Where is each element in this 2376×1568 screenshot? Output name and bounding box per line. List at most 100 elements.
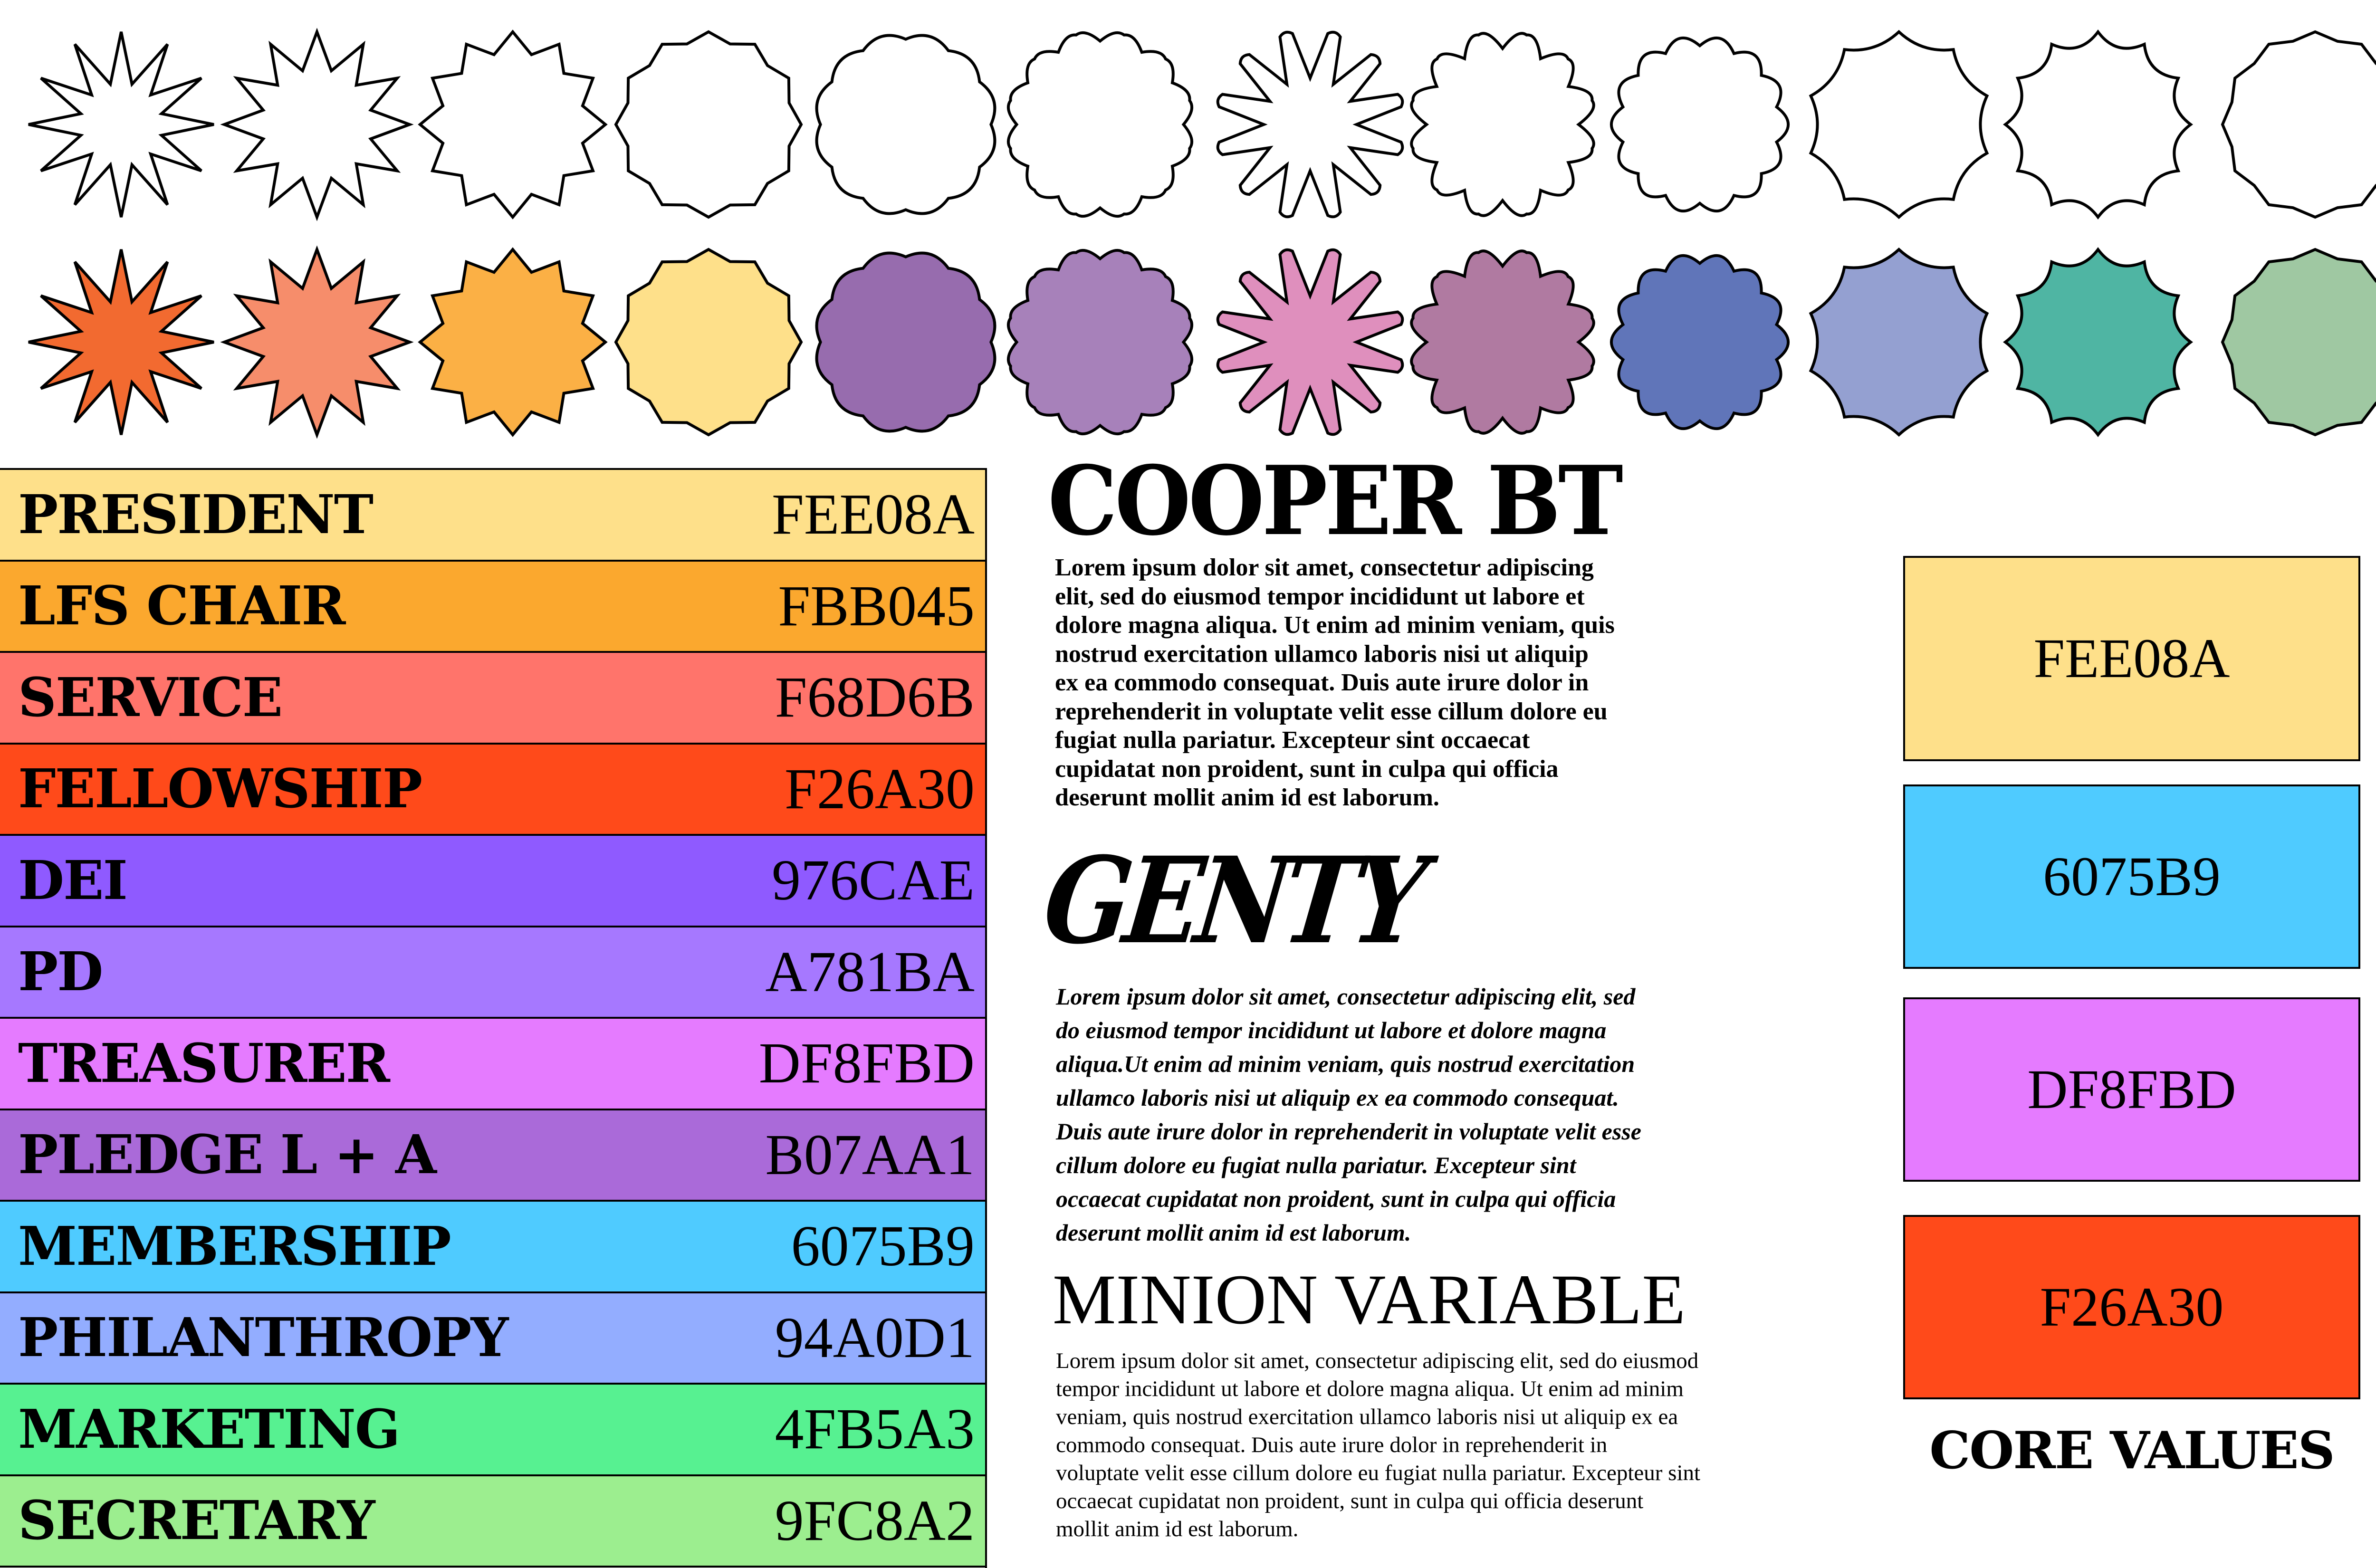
role-row: MARKETING 4FB5A3 [0, 1385, 985, 1476]
role-label: PHILANTHROPY [18, 1307, 508, 1369]
role-hex: 94A0D1 [775, 1305, 975, 1370]
text-line: veniam, quis nostrud exercitation ullamc… [1056, 1405, 1678, 1429]
scallop-12-outline-shape [815, 34, 996, 215]
text-line: dolore magna aliqua. Ut enim ad minim ve… [1055, 612, 1615, 639]
concave-scallop-10-outline-shape [1809, 29, 1989, 220]
burst-12-sharp-outline-shape [28, 31, 214, 218]
text-line: tempor incididunt ut labore et dolore ma… [1056, 1377, 1684, 1401]
cloud-14-outline-shape [1610, 37, 1790, 212]
text-line: nostrud exercitation ullamco laboris nis… [1055, 640, 1589, 668]
text-line: deserunt mollit anim id est laborum. [1055, 784, 1439, 811]
role-hex: F68D6B [775, 665, 975, 730]
core-value-swatch: DF8FBD [1903, 997, 2360, 1182]
text-line: deserunt mollit anim id est laborum. [1056, 1219, 1411, 1246]
role-hex: FEE08A [772, 482, 975, 547]
text-line: elit, sed do eiusmod tempor incididunt u… [1055, 583, 1585, 610]
text-line: aliqua.Ut enim ad minim veniam, quis nos… [1056, 1051, 1635, 1077]
role-color-table: PRESIDENT FEE08A LFS CHAIR FBB045 SERVICE F68… [0, 468, 987, 1568]
role-label: LFS CHAIR [18, 575, 345, 638]
burst-12-filled-shape [220, 245, 414, 439]
minion-sample-text: Lorem ipsum dolor sit amet, consectetur … [1056, 1347, 1700, 1543]
text-line: occaecat cupidatat non proident, sunt in… [1056, 1186, 1616, 1212]
burst-12-sharp-filled-shape [28, 249, 214, 435]
role-hex: A781BA [765, 939, 975, 1004]
role-row: SERVICE F68D6B [0, 653, 985, 745]
text-line: occaecat cupidatat non proident, sunt in… [1056, 1489, 1644, 1513]
role-hex: 4FB5A3 [775, 1397, 975, 1462]
shape-swatches [28, 28, 2376, 439]
concave-spike-12-outline-shape [2002, 29, 2194, 220]
concave-spike-12-filled-shape [2002, 247, 2194, 438]
dodecagon-badge-outline-shape [2221, 30, 2376, 219]
role-label: PRESIDENT [18, 483, 374, 546]
wavy-12-outline-shape [1006, 31, 1194, 218]
text-line: commodo consequat. Duis aute irure dolor… [1056, 1433, 1608, 1457]
role-row: MEMBERSHIP 6075B9 [0, 1202, 985, 1293]
swatch-hex: FEE08A [2033, 627, 2230, 689]
text-line: Lorem ipsum dolor sit amet, consectetur … [1055, 554, 1594, 581]
role-row: PLEDGE L + A B07AA1 [0, 1110, 985, 1202]
wavy-burst-12-filled-shape [1410, 249, 1595, 435]
wavy-12-filled-shape [1006, 249, 1194, 436]
minion-font-title: MINION VARIABLE [1053, 1260, 1686, 1339]
role-hex: F26A30 [785, 756, 975, 821]
text-line: cupidatat non proident, sunt in culpa qu… [1055, 755, 1559, 783]
role-hex: DF8FBD [758, 1031, 975, 1096]
wavy-burst-12-outline-shape [1410, 32, 1595, 217]
swatch-hex: DF8FBD [2027, 1058, 2236, 1120]
role-label: TREASURER [18, 1032, 390, 1095]
core-value-swatch: 6075B9 [1903, 784, 2360, 969]
core-values-title: CORE VALUES [1929, 1421, 2335, 1481]
text-line: ex ea commodo consequat. Duis aute irure… [1055, 669, 1589, 696]
role-row: SECRETARY 9FC8A2 [0, 1476, 985, 1568]
role-label: MEMBERSHIP [18, 1215, 451, 1278]
role-hex: FBB045 [778, 574, 975, 638]
role-row: FELLOWSHIP F26A30 [0, 744, 985, 836]
flower-12-petals-outline-shape [1216, 30, 1404, 219]
role-label: MARKETING [18, 1398, 400, 1461]
role-label: FELLOWSHIP [18, 758, 422, 821]
role-hex: 9FC8A2 [775, 1488, 975, 1553]
core-value-swatch: F26A30 [1903, 1215, 2360, 1399]
flower-12-petals-filled-shape [1216, 248, 1404, 436]
text-line: mollit anim id est laborum. [1056, 1517, 1299, 1541]
badge-12-points-outline-shape [614, 30, 803, 219]
role-row: DEI 976CAE [0, 836, 985, 927]
swatch-hex: F26A30 [2040, 1276, 2224, 1338]
text-line: Duis aute irure dolor in reprehenderit i… [1056, 1118, 1641, 1145]
role-label: PD [18, 941, 103, 1004]
role-row: TREASURER DF8FBD [0, 1019, 985, 1110]
text-line: fugiat nulla pariatur. Excepteur sint oc… [1055, 727, 1530, 754]
text-line: Lorem ipsum dolor sit amet, consectetur … [1056, 983, 1636, 1010]
text-line: reprehenderit in voluptate velit esse ci… [1055, 698, 1608, 725]
dodecagon-badge-filled-shape [2221, 248, 2376, 437]
role-row: PRESIDENT FEE08A [0, 470, 985, 562]
scallop-12-filled-shape [815, 251, 996, 433]
role-label: DEI [18, 849, 128, 912]
cooper-font-title: COOPER BT [1048, 445, 1623, 557]
cooper-sample-text: Lorem ipsum dolor sit amet, consectetur … [1055, 554, 1615, 813]
genty-font-title: GENTY [1037, 831, 1428, 970]
text-line: voluptate velit esse cillum dolore eu fu… [1056, 1461, 1701, 1485]
role-hex: 976CAE [772, 848, 975, 913]
burst-12-outline-shape [220, 28, 414, 221]
genty-sample-text: Lorem ipsum dolor sit amet, consectetur … [1056, 980, 1641, 1250]
role-row: LFS CHAIR FBB045 [0, 561, 985, 653]
role-row: PD A781BA [0, 927, 985, 1019]
role-row: PHILANTHROPY 94A0D1 [0, 1293, 985, 1385]
burst-12-shallow-filled-shape [418, 247, 608, 437]
role-hex: 6075B9 [791, 1214, 975, 1279]
text-line: cillum dolore eu fugiat nulla pariatur. … [1056, 1152, 1576, 1178]
role-hex: B07AA1 [765, 1122, 975, 1187]
swatch-hex: 6075B9 [2043, 845, 2221, 908]
text-line: Lorem ipsum dolor sit amet, consectetur … [1056, 1348, 1699, 1373]
cloud-14-filled-shape [1610, 254, 1790, 430]
core-value-swatch: FEE08A [1903, 556, 2360, 761]
badge-12-points-filled-shape [614, 248, 803, 437]
role-label: PLEDGE L + A [18, 1124, 437, 1186]
text-line: ullamco laboris nisi ut aliquip ex ea co… [1056, 1084, 1619, 1111]
burst-12-shallow-outline-shape [418, 29, 608, 220]
text-line: do eiusmod tempor incididunt ut labore e… [1056, 1017, 1607, 1043]
role-label: SERVICE [18, 666, 283, 729]
role-label: SECRETARY [18, 1490, 375, 1552]
